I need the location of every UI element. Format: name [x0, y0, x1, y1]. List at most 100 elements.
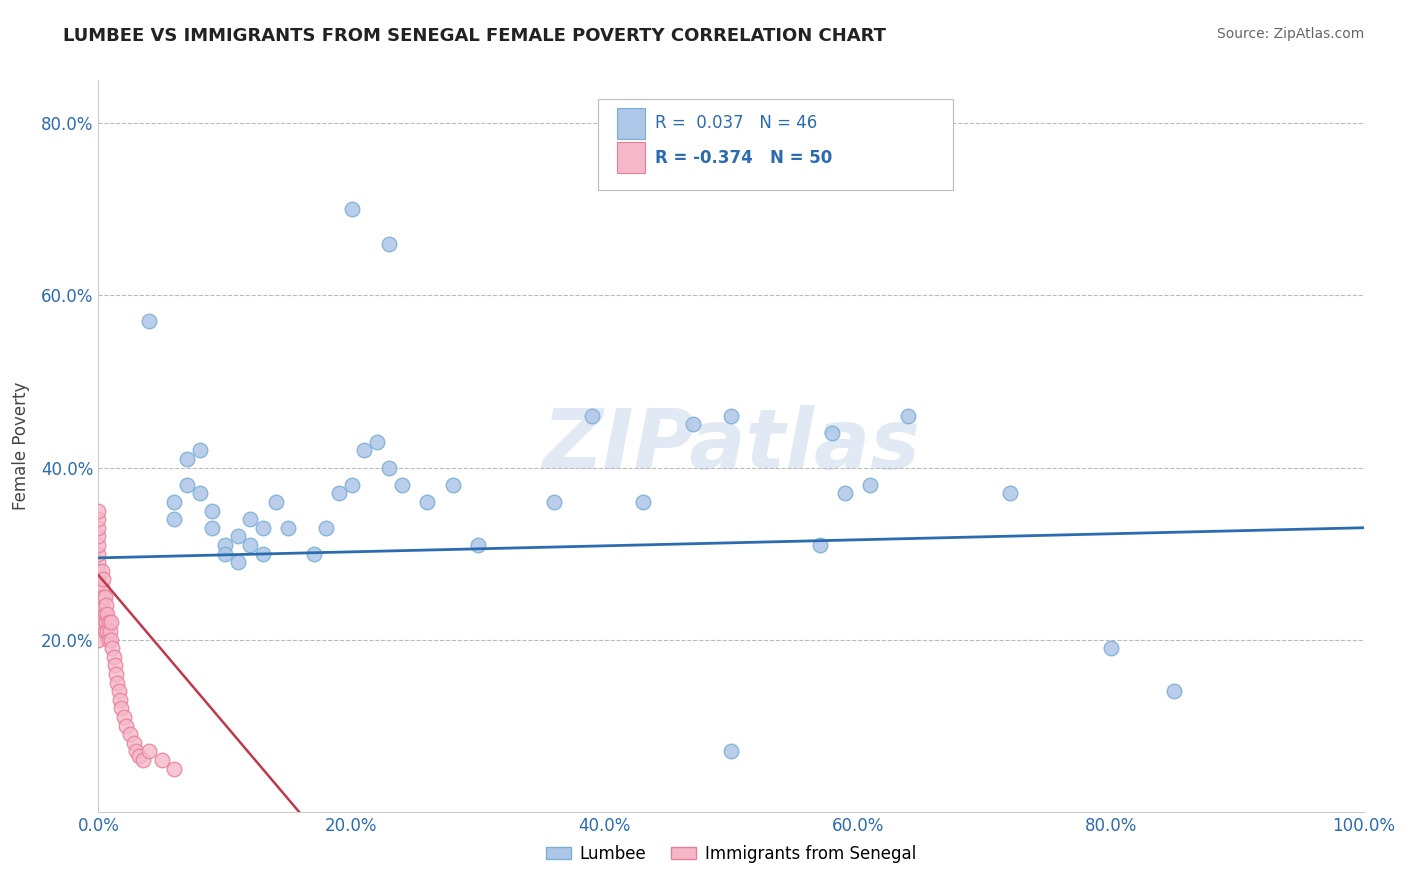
- Point: [214, 538, 236, 552]
- Point: [226, 555, 249, 569]
- Point: [103, 649, 125, 664]
- Point: [239, 538, 262, 552]
- Text: ZIPatlas: ZIPatlas: [543, 406, 920, 486]
- Point: [108, 693, 131, 707]
- Point: [859, 477, 882, 491]
- Point: [110, 701, 132, 715]
- Point: [201, 503, 224, 517]
- Point: [441, 477, 464, 491]
- Point: [87, 512, 110, 526]
- Point: [163, 512, 186, 526]
- Point: [163, 762, 186, 776]
- Point: [201, 521, 224, 535]
- Y-axis label: Female Poverty: Female Poverty: [11, 382, 30, 510]
- Point: [176, 451, 198, 466]
- Point: [87, 581, 110, 595]
- Point: [467, 538, 489, 552]
- Point: [302, 547, 325, 561]
- Point: [112, 710, 135, 724]
- Point: [93, 624, 117, 638]
- Point: [150, 753, 173, 767]
- Point: [682, 417, 704, 432]
- Text: R = -0.374   N = 50: R = -0.374 N = 50: [655, 149, 832, 167]
- Text: R =  0.037   N = 46: R = 0.037 N = 46: [655, 114, 817, 132]
- Point: [340, 202, 363, 217]
- Point: [581, 409, 603, 423]
- Legend: Lumbee, Immigrants from Senegal: Lumbee, Immigrants from Senegal: [540, 838, 922, 869]
- Point: [128, 748, 150, 763]
- Point: [378, 460, 401, 475]
- FancyBboxPatch shape: [599, 99, 953, 190]
- Point: [188, 486, 211, 500]
- Text: Source: ZipAtlas.com: Source: ZipAtlas.com: [1216, 27, 1364, 41]
- Point: [93, 607, 117, 621]
- Point: [87, 547, 110, 561]
- Point: [87, 590, 110, 604]
- Point: [821, 426, 844, 441]
- Point: [87, 521, 110, 535]
- Point: [125, 744, 148, 758]
- Point: [107, 684, 129, 698]
- Point: [1099, 641, 1122, 656]
- Point: [340, 477, 363, 491]
- Point: [93, 590, 117, 604]
- Point: [91, 581, 114, 595]
- Point: [96, 624, 118, 638]
- Point: [87, 607, 110, 621]
- Point: [391, 477, 413, 491]
- Point: [115, 719, 138, 733]
- Point: [87, 632, 110, 647]
- Point: [378, 236, 401, 251]
- Point: [97, 615, 120, 630]
- Text: LUMBEE VS IMMIGRANTS FROM SENEGAL FEMALE POVERTY CORRELATION CHART: LUMBEE VS IMMIGRANTS FROM SENEGAL FEMALE…: [63, 27, 886, 45]
- Point: [132, 753, 155, 767]
- Point: [176, 477, 198, 491]
- Point: [239, 512, 262, 526]
- FancyBboxPatch shape: [617, 143, 645, 173]
- Point: [91, 564, 114, 578]
- Point: [107, 675, 129, 690]
- Point: [96, 607, 118, 621]
- Point: [315, 521, 337, 535]
- Point: [98, 624, 121, 638]
- Point: [138, 314, 160, 328]
- Point: [328, 486, 350, 500]
- Point: [897, 409, 920, 423]
- Point: [720, 409, 742, 423]
- Point: [188, 443, 211, 458]
- Point: [122, 736, 145, 750]
- Point: [543, 495, 565, 509]
- Point: [87, 615, 110, 630]
- Point: [104, 658, 127, 673]
- Point: [138, 744, 160, 758]
- Point: [100, 632, 122, 647]
- Point: [834, 486, 856, 500]
- Point: [264, 495, 287, 509]
- Point: [87, 529, 110, 543]
- Point: [100, 615, 122, 630]
- Point: [1163, 684, 1185, 698]
- Point: [97, 632, 120, 647]
- Point: [366, 434, 388, 449]
- Point: [87, 503, 110, 517]
- Point: [87, 564, 110, 578]
- Point: [101, 641, 124, 656]
- Point: [87, 555, 110, 569]
- Point: [252, 521, 274, 535]
- Point: [91, 598, 114, 612]
- Point: [120, 727, 141, 741]
- Point: [252, 547, 274, 561]
- Point: [93, 573, 115, 587]
- Point: [94, 615, 117, 630]
- Point: [87, 624, 110, 638]
- Point: [808, 538, 831, 552]
- Point: [631, 495, 654, 509]
- FancyBboxPatch shape: [617, 108, 645, 139]
- Point: [87, 538, 110, 552]
- Point: [226, 529, 249, 543]
- Point: [87, 573, 110, 587]
- Point: [720, 744, 742, 758]
- Point: [277, 521, 299, 535]
- Point: [998, 486, 1021, 500]
- Point: [105, 667, 128, 681]
